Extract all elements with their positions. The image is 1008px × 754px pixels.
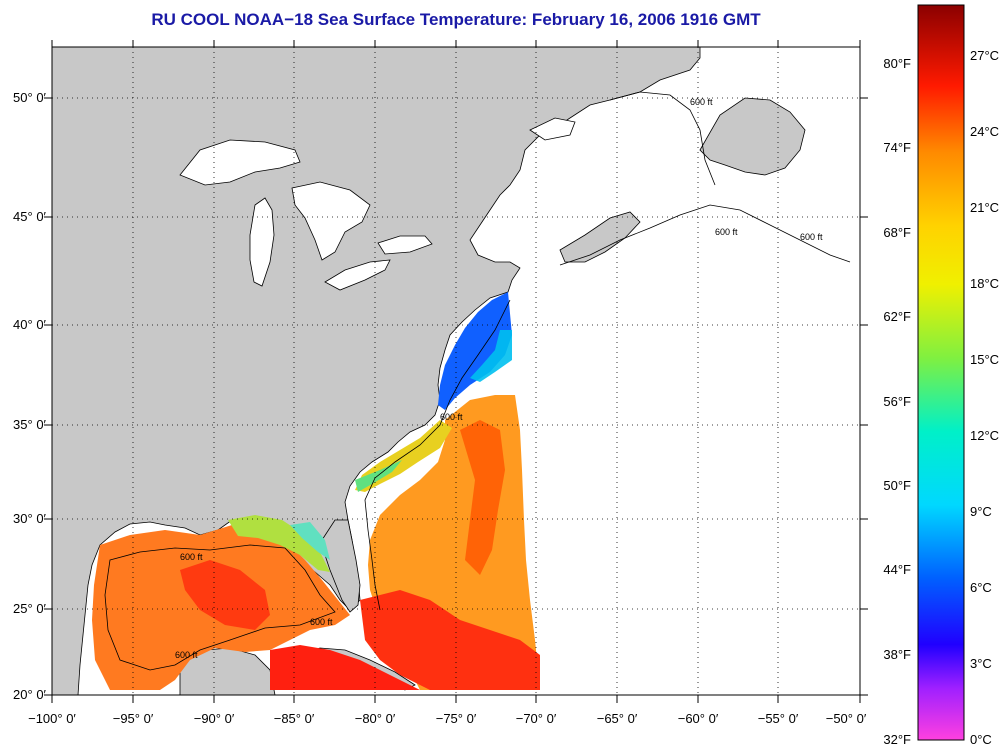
colorbar-f-label: 74°F [883,140,911,155]
sst-gulf-cyan [290,522,330,560]
lat-label: 40° 0′ [13,317,47,332]
contour-label-3: 600 ft [800,232,823,242]
lon-label: −50° 0′ [826,711,867,726]
colorbar-c-label: 18°C [970,276,999,291]
colorbar-c-label: 15°C [970,352,999,367]
contour-label-7: 600 ft [175,650,198,660]
lon-label: −95° 0′ [113,711,154,726]
lon-label: −75° 0′ [436,711,477,726]
isobath-600ft-atlantic [364,299,511,611]
colorbar-f-label: 56°F [883,394,911,409]
lake-huron [291,181,371,261]
colorbar-c-label: 21°C [970,200,999,215]
lon-label: −70° 0′ [516,711,557,726]
sst-green-shelf [355,460,402,492]
lat-label: 50° 0′ [13,90,47,105]
lake-st-john [529,117,576,141]
colorbar-f-label: 38°F [883,647,911,662]
lon-label: −65° 0′ [597,711,638,726]
lat-label: 45° 0′ [13,209,47,224]
contour-label-5: 600 ft [180,552,203,562]
axis-ticks [44,40,868,703]
sst-cool-blue [470,330,512,382]
colorbar: 80°F 74°F 68°F 62°F 56°F 50°F 44°F 38°F … [883,4,999,747]
isobath-600ft-gulf-stlawrence [609,91,716,186]
colorbar-gradient [917,4,965,741]
sst-cold-shelf [438,292,512,410]
contour-label-4: 600 ft [440,412,463,422]
colorbar-c-label: 0°C [970,732,992,747]
sst-gulf-stream-core [460,420,505,575]
colorbar-f-label: 80°F [883,56,911,71]
lake-superior [179,139,301,186]
colorbar-c-label: 12°C [970,428,999,443]
colorbar-c-label: 3°C [970,656,992,671]
colorbar-f-label: 68°F [883,225,911,240]
longitude-axis: −100° 0′ −95° 0′ −90° 0′ −85° 0′ −80° 0′… [28,711,867,726]
latitude-axis: 50° 0′ 45° 0′ 40° 0′ 35° 0′ 30° 0′ 25° 0… [13,90,47,702]
sst-gulf-red-core [180,560,270,630]
land-newfoundland [699,97,806,176]
contour-label-1: 600 ft [690,97,713,107]
lon-label: −100° 0′ [28,711,76,726]
lat-label: 35° 0′ [13,417,47,432]
map-title: RU COOL NOAA−18 Sea Surface Temperature:… [151,10,761,29]
lat-label: 25° 0′ [13,601,47,616]
sst-gulf-northern-cool [228,515,330,572]
lon-label: −85° 0′ [274,711,315,726]
lon-label: −90° 0′ [194,711,235,726]
land-north-america [52,47,701,695]
sst-red-southern [360,590,540,690]
sst-caribbean [270,645,420,690]
colorbar-c-label: 6°C [970,580,992,595]
lake-michigan [249,197,275,287]
contour-label-2: 600 ft [715,227,738,237]
isobath-600ft-canada [559,204,851,266]
lake-ontario [377,235,433,255]
colorbar-f-label: 32°F [883,732,911,747]
lat-label: 20° 0′ [13,687,47,702]
lon-label: −55° 0′ [758,711,799,726]
colorbar-c-label: 27°C [970,48,999,63]
lon-label: −60° 0′ [678,711,719,726]
lon-label: −80° 0′ [355,711,396,726]
colorbar-f-label: 50°F [883,478,911,493]
lat-label: 30° 0′ [13,511,47,526]
isobath-600ft-gulf [104,544,336,671]
colorbar-f-label: 44°F [883,562,911,577]
lake-erie [324,259,391,291]
colorbar-f-label: 62°F [883,309,911,324]
colorbar-c-label: 9°C [970,504,992,519]
land-nova-scotia [559,211,641,263]
colorbar-c-label: 24°C [970,124,999,139]
contour-label-6: 600 ft [310,617,333,627]
